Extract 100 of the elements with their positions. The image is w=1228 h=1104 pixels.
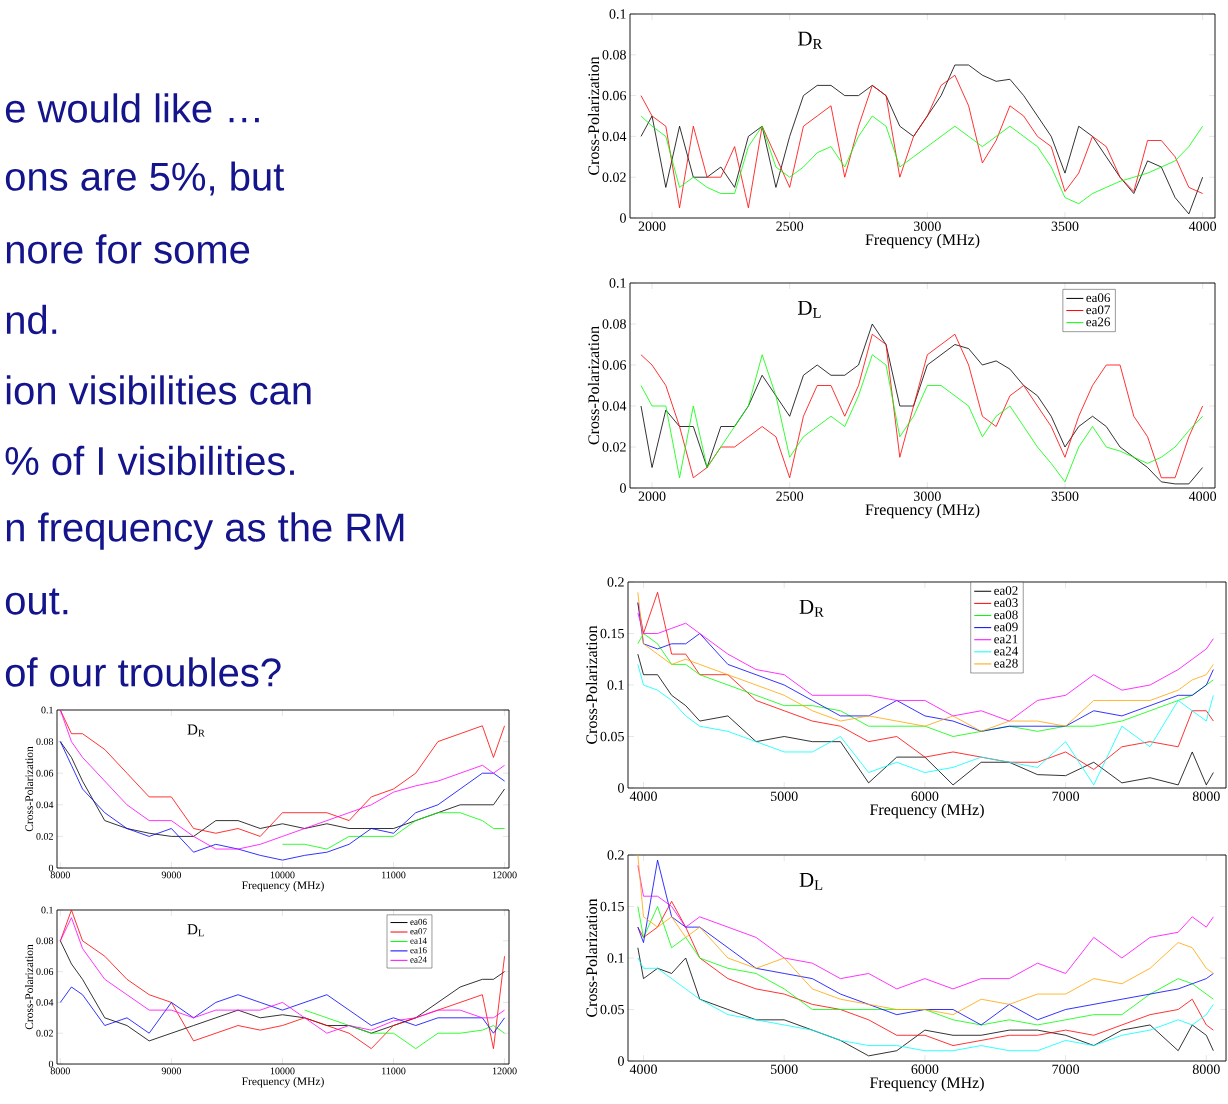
- x-tick-label: 9000: [161, 1067, 182, 1075]
- x-tick-label: 8000: [50, 1067, 70, 1075]
- x-tick-label: 12000: [492, 871, 517, 879]
- y-tick-label: 0: [48, 1060, 54, 1068]
- y-tick-label: 0.15: [600, 901, 624, 912]
- y-tick-label: 0.1: [41, 706, 53, 714]
- legend-label: ea28: [994, 658, 1018, 668]
- x-tick-label: 2000: [638, 491, 666, 501]
- text: ion visibilities can: [6, 375, 311, 405]
- x-axis-title: Frequency (MHz): [865, 503, 980, 519]
- legend-label: ea06: [410, 918, 427, 925]
- x-axis-title: Frequency (MHz): [865, 233, 980, 249]
- y-tick-label: 0.02: [602, 442, 626, 452]
- y-tick-label: 0.1: [607, 953, 624, 963]
- x-tick-label: 11000: [382, 871, 406, 879]
- x-tick-label: 3000: [914, 221, 941, 231]
- text: % of I visibilities.: [5, 445, 294, 476]
- x-tick-label: 10000: [270, 1067, 295, 1075]
- y-tick-label: 0.1: [609, 9, 626, 19]
- y-tick-label: 0.08: [36, 738, 54, 745]
- x-tick-label: 8000: [1192, 1064, 1220, 1074]
- line-series: [59, 741, 505, 861]
- y-tick-label: 0.2: [607, 850, 624, 860]
- text: D$_{R}$: [799, 599, 824, 617]
- y-tick-label: 0.08: [602, 50, 626, 60]
- text: D$_{R}$: [797, 31, 823, 49]
- y-axis-title: Cross-Polarization: [587, 56, 600, 175]
- text: nore for some: [6, 234, 250, 264]
- text: of our troubles?: [5, 657, 281, 687]
- x-axis-title: Frequency (MHz): [869, 1076, 984, 1092]
- legend-label: ea08: [994, 610, 1018, 620]
- text: D$_{L}$: [797, 300, 821, 318]
- y-tick-label: 0.06: [36, 769, 54, 777]
- legend-label: ea07: [410, 928, 427, 935]
- x-tick-label: 8000: [50, 871, 70, 879]
- legend-label: ea26: [1086, 317, 1110, 327]
- legend-label: ea09: [994, 622, 1018, 632]
- legend-label: ea24: [410, 956, 427, 963]
- x-tick-label: 3000: [914, 491, 941, 501]
- y-axis-title: Cross-Polarization: [25, 944, 34, 1030]
- x-tick-label: 11000: [382, 1067, 406, 1075]
- x-axis-title: Frequency (MHz): [241, 881, 324, 892]
- legend-label: ea02: [994, 586, 1018, 595]
- y-tick-label: 0.06: [602, 360, 627, 370]
- y-tick-label: 0.06: [36, 968, 54, 976]
- text: out.: [5, 588, 68, 615]
- x-tick-label: 7000: [1052, 1064, 1080, 1074]
- y-tick-label: 0: [618, 1056, 624, 1066]
- y-tick-label: 0.02: [602, 172, 626, 182]
- x-tick-label: 5000: [771, 1064, 798, 1074]
- y-axis-title: Cross-Polarization: [585, 898, 598, 1017]
- text: ons are 5%, but: [5, 161, 285, 196]
- x-tick-label: 12000: [492, 1067, 517, 1075]
- y-tick-label: 0.15: [600, 628, 624, 639]
- legend-label: ea21: [994, 634, 1018, 644]
- x-tick-label: 6000: [911, 791, 939, 801]
- x-tick-label: 4000: [629, 791, 657, 801]
- x-tick-label: 6000: [911, 1064, 939, 1074]
- x-tick-label: 2000: [638, 221, 666, 231]
- text: D$_{R}$: [187, 724, 205, 737]
- x-tick-label: 4000: [1188, 221, 1217, 231]
- y-tick-label: 0.08: [602, 319, 626, 329]
- y-tick-label: 0.08: [36, 937, 54, 945]
- y-tick-label: 0.1: [607, 680, 624, 690]
- y-axis-title: Cross-Polarization: [585, 625, 598, 744]
- y-tick-label: 0: [620, 213, 626, 223]
- x-tick-label: 4000: [1188, 491, 1217, 501]
- y-tick-label: 0.02: [36, 833, 53, 840]
- y-tick-label: 0.1: [41, 906, 53, 914]
- x-tick-label: 7000: [1052, 791, 1080, 801]
- line-series: [304, 1009, 505, 1050]
- y-tick-label: 0.05: [600, 731, 624, 742]
- legend-label: ea03: [994, 598, 1018, 608]
- y-tick-label: 0.06: [602, 90, 627, 101]
- x-tick-label: 3500: [1051, 491, 1079, 501]
- y-axis-title: Cross-Polarization: [25, 746, 34, 832]
- y-tick-label: 0.2: [607, 577, 624, 587]
- x-tick-label: 9000: [161, 871, 182, 879]
- x-axis-title: Frequency (MHz): [241, 1077, 324, 1088]
- x-axis-title: Frequency (MHz): [869, 803, 984, 819]
- y-tick-label: 0.04: [36, 801, 54, 809]
- legend-label: ea06: [1086, 293, 1110, 303]
- legend-label: ea16: [410, 947, 427, 954]
- y-tick-label: 0.04: [602, 401, 627, 411]
- legend-label: ea24: [994, 646, 1019, 656]
- y-tick-label: 0.1: [609, 278, 626, 288]
- x-tick-label: 2500: [776, 491, 804, 501]
- x-tick-label: 3500: [1051, 221, 1079, 231]
- text: D$_{L}$: [799, 872, 823, 890]
- y-axis-title: Cross-Polarization: [587, 326, 600, 445]
- y-tick-label: 0.04: [602, 131, 627, 142]
- x-tick-label: 5000: [771, 791, 798, 801]
- y-tick-label: 0: [620, 483, 626, 493]
- text: nd.: [6, 304, 57, 335]
- x-tick-label: 10000: [270, 871, 295, 879]
- text: D$_{L}$: [187, 924, 204, 937]
- legend-label: ea14: [410, 937, 427, 944]
- legend-label: ea07: [1086, 305, 1111, 315]
- y-tick-label: 0: [48, 864, 54, 872]
- y-tick-label: 0.04: [36, 999, 54, 1006]
